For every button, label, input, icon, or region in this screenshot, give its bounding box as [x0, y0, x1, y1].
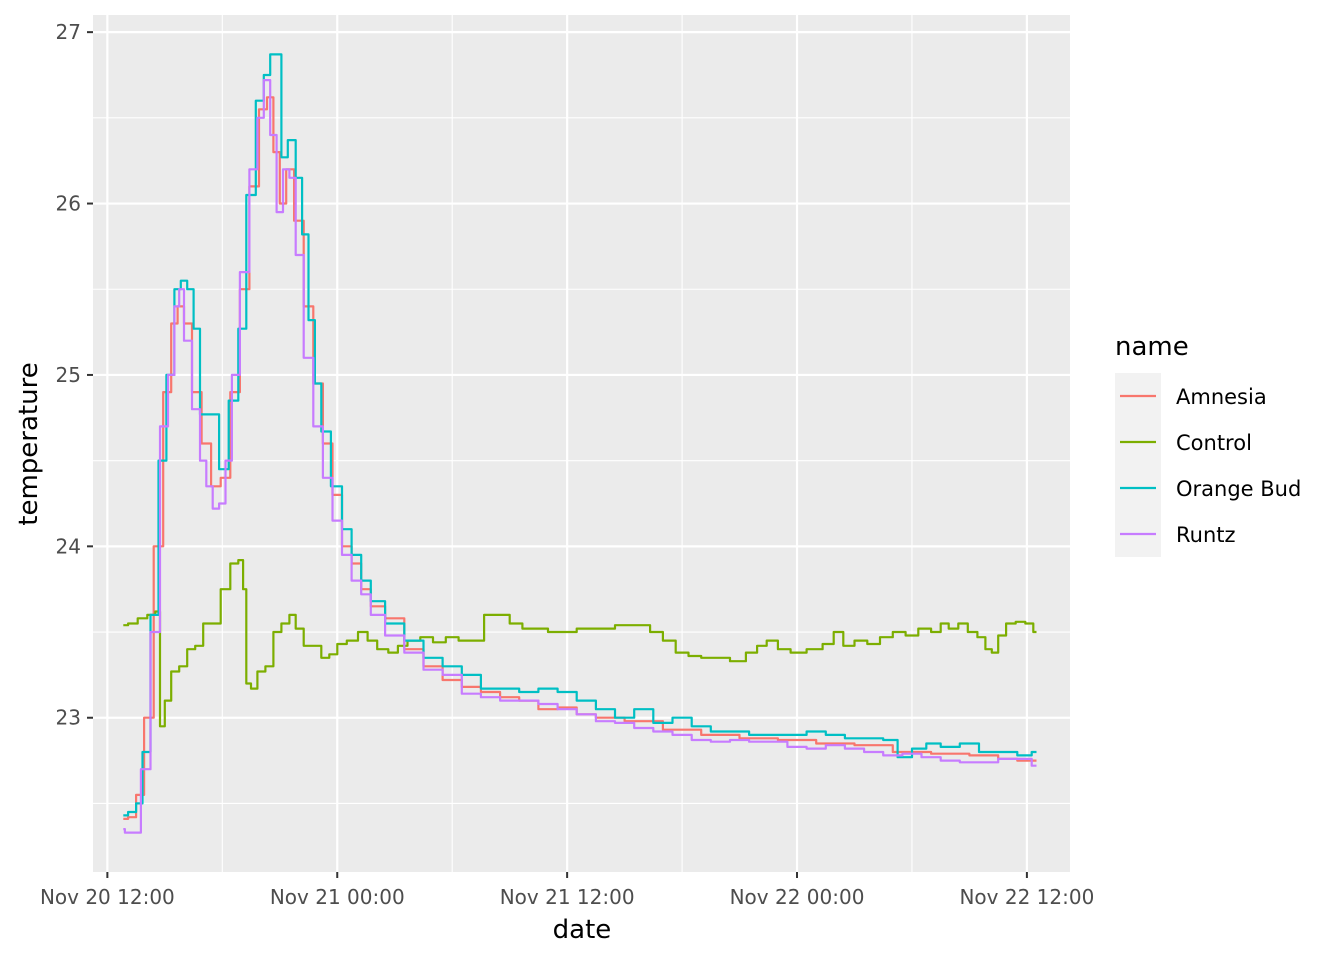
series-line-amnesia	[123, 96, 1037, 820]
y-tick-label: 25	[56, 363, 81, 387]
y-axis-title: temperature	[14, 362, 44, 525]
legend-label-runtz: Runtz	[1176, 523, 1236, 547]
series-line-control	[123, 559, 1037, 728]
y-tick-label: 24	[56, 534, 81, 558]
x-tick-label: Nov 22 12:00	[959, 885, 1094, 909]
legend: name Amnesia Control Orange Bud Runtz	[1115, 332, 1301, 557]
legend-label-orange-bud: Orange Bud	[1176, 477, 1301, 501]
x-tick-label: Nov 21 00:00	[270, 885, 405, 909]
y-tick-label: 27	[56, 20, 81, 44]
x-axis-title: date	[553, 915, 612, 945]
x-tick-label: Nov 21 12:00	[500, 885, 635, 909]
series-lines	[123, 53, 1037, 834]
y-tick-label: 26	[56, 192, 81, 216]
series-line-runtz	[123, 79, 1037, 834]
y-tick-label: 23	[56, 706, 81, 730]
x-tick-label: Nov 22 00:00	[730, 885, 865, 909]
legend-label-amnesia: Amnesia	[1176, 385, 1267, 409]
plot-panel	[93, 15, 1070, 872]
x-tick-label: Nov 20 12:00	[40, 885, 175, 909]
legend-items: Amnesia Control Orange Bud Runtz	[1115, 373, 1301, 557]
x-axis: Nov 20 12:00 Nov 21 00:00 Nov 21 12:00 Nov …	[40, 872, 1094, 909]
legend-label-control: Control	[1176, 431, 1252, 455]
major-gridlines	[93, 15, 1070, 872]
y-axis: 23 24 25 26 27	[56, 20, 93, 730]
legend-title: name	[1115, 332, 1189, 362]
series-line-orange-bud	[123, 53, 1037, 817]
